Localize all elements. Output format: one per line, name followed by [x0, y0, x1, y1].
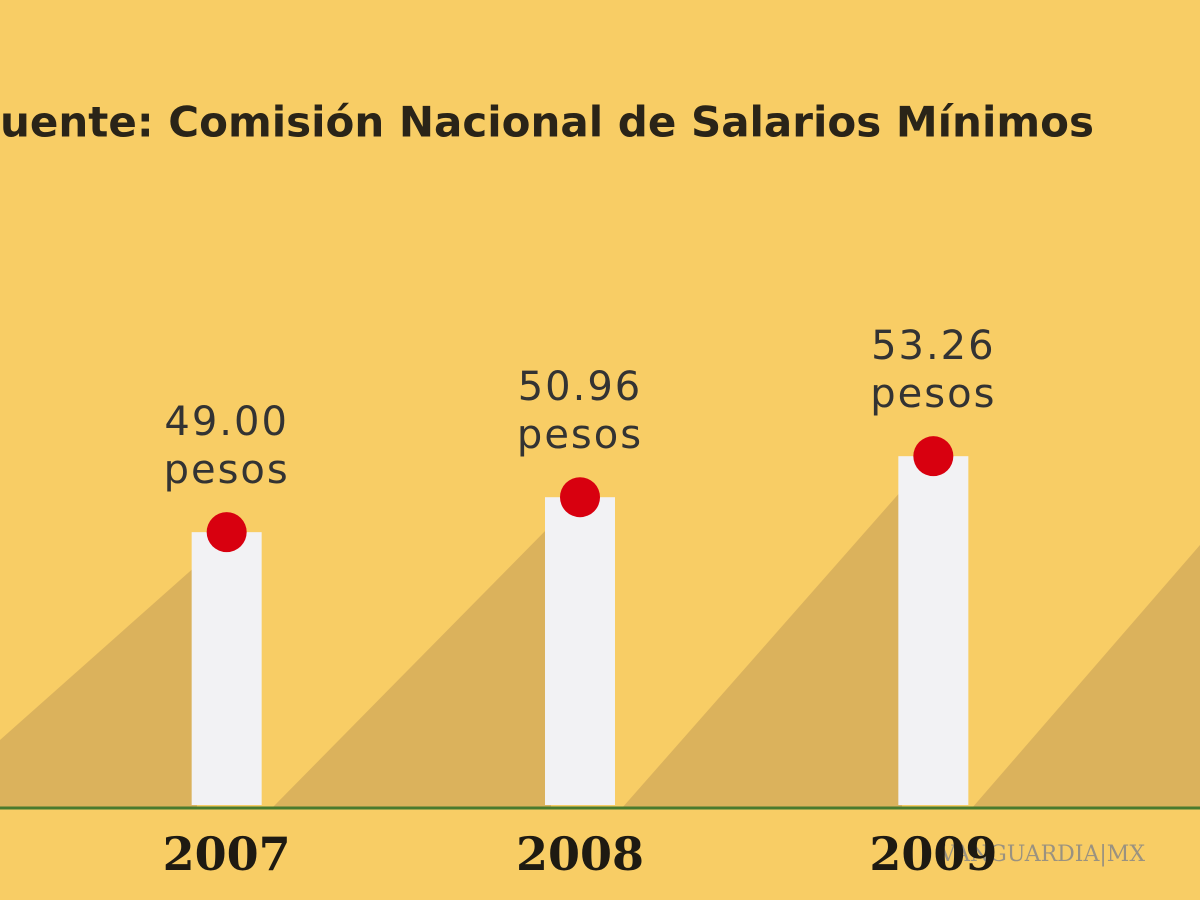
- triangle: [0, 565, 197, 808]
- bar: [191, 532, 262, 805]
- value-label: 49.00 pesos: [163, 399, 290, 494]
- bar: [545, 497, 615, 805]
- x-tick-label: 2009: [869, 827, 997, 881]
- marker: [560, 477, 600, 518]
- marker: [913, 436, 954, 477]
- decorations: [0, 490, 1200, 808]
- chart-title: uente: Comisión Nacional de Salarios Mín…: [0, 98, 1094, 147]
- watermark: VANGUARDIA|MX: [939, 842, 1146, 867]
- value-label: 53.26 pesos: [870, 323, 997, 418]
- triangle: [272, 525, 551, 808]
- triangle: [622, 490, 902, 808]
- triangle: [972, 545, 1200, 808]
- x-tick-label: 2008: [516, 827, 644, 881]
- x-tick-label: 2007: [163, 827, 291, 881]
- value-label: 50.96 pesos: [516, 364, 644, 459]
- marker: [206, 512, 247, 553]
- bar: [898, 456, 969, 805]
